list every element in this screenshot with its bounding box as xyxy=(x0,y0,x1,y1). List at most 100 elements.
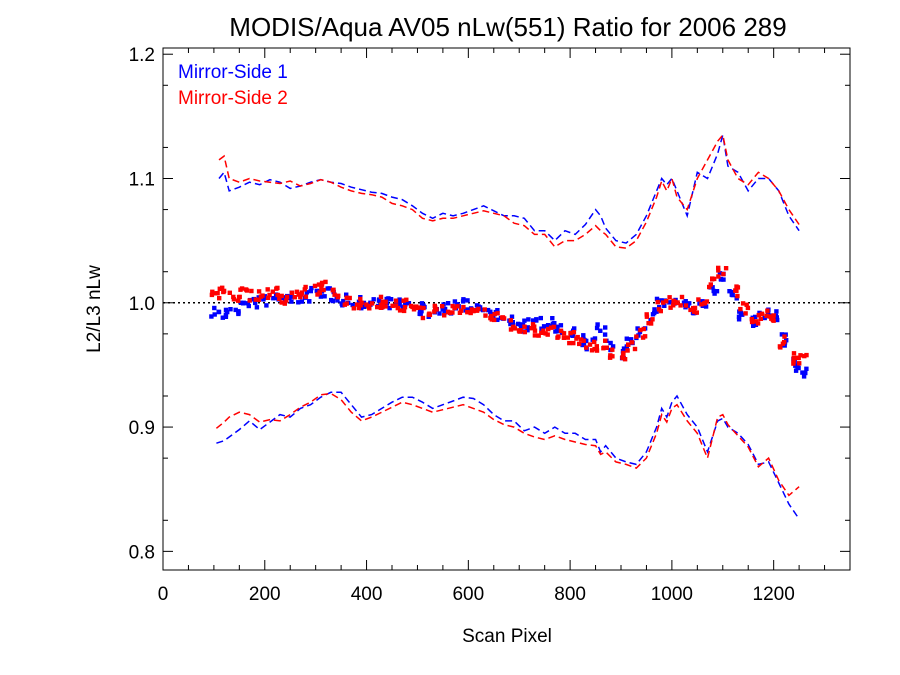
series-2-point xyxy=(247,298,252,303)
series-1-point xyxy=(228,307,233,312)
series-2-point xyxy=(393,303,399,308)
series-2-point xyxy=(702,301,707,306)
series-2-point xyxy=(427,311,432,316)
series-1-point xyxy=(212,305,217,311)
series-2-point xyxy=(767,314,773,319)
series-1-point xyxy=(307,299,312,304)
series-1-point xyxy=(406,301,412,306)
series-1-point xyxy=(762,315,767,321)
series-2-point xyxy=(442,313,447,318)
series-2-point xyxy=(508,318,513,323)
x-tick-label: 1000 xyxy=(651,584,693,605)
series-2-point xyxy=(641,326,646,332)
series-1-point xyxy=(376,298,382,303)
series-1-point xyxy=(289,299,294,304)
series-2-point xyxy=(530,322,536,327)
x-tick-label: 600 xyxy=(452,584,484,605)
series-2-point xyxy=(315,292,320,297)
series-1-point xyxy=(712,291,717,296)
series-2-point xyxy=(778,345,783,350)
series-2-point xyxy=(710,277,715,282)
series-1-point xyxy=(261,297,266,302)
series-2-point xyxy=(492,317,497,323)
series-2-point xyxy=(267,292,272,298)
series-2-point xyxy=(332,292,337,297)
series-2-point xyxy=(217,296,222,301)
series-1-point xyxy=(635,326,640,331)
series-2-point xyxy=(358,303,363,308)
series-2-point xyxy=(279,300,284,305)
series-2-point xyxy=(749,317,754,322)
series-1-point xyxy=(344,292,349,297)
series-1-point xyxy=(236,309,241,314)
legend-entry-mirror-side-1: Mirror-Side 1 xyxy=(178,62,288,83)
series-2-point xyxy=(622,357,628,362)
series-2-point xyxy=(644,312,649,317)
series-2-point xyxy=(733,288,738,293)
series-2-point xyxy=(575,334,580,340)
series-2-point xyxy=(594,344,599,349)
series-2-point xyxy=(244,288,250,293)
series-2-point xyxy=(750,319,756,324)
series-2-point xyxy=(795,355,800,361)
series-2-point xyxy=(716,268,721,273)
series-2-point xyxy=(529,326,534,331)
series-2-point xyxy=(797,361,802,366)
series-2-point xyxy=(356,305,361,311)
series-1-point xyxy=(774,309,779,314)
series-2-point xyxy=(536,333,541,338)
series-1-point xyxy=(584,338,589,344)
series-2-point xyxy=(347,295,352,301)
series-1-point xyxy=(245,301,250,306)
series-1-point xyxy=(555,324,560,329)
series-2-point xyxy=(650,317,655,322)
series-1-point xyxy=(485,307,491,313)
series-2-point xyxy=(383,299,388,304)
series-2-point xyxy=(303,294,309,299)
series-1-point xyxy=(595,322,600,327)
series-1-point xyxy=(253,300,258,306)
series-2-point xyxy=(632,346,638,352)
series-2-point xyxy=(571,340,576,346)
y-tick-label: 1.0 xyxy=(129,294,155,315)
series-1-point xyxy=(271,296,276,301)
series-1-point xyxy=(687,301,692,306)
series-2-point xyxy=(756,312,761,318)
series-1-point xyxy=(264,303,269,308)
series-2-point xyxy=(414,304,419,309)
series-1-point xyxy=(465,307,470,312)
x-tick-label: 1200 xyxy=(753,584,795,605)
series-2-point xyxy=(691,309,697,314)
series-2-point xyxy=(522,329,527,335)
series-2-point xyxy=(378,294,384,300)
series-2-point xyxy=(383,304,388,309)
series-1-point xyxy=(662,303,667,308)
series-1-point xyxy=(654,296,660,302)
series-2-point xyxy=(274,286,279,291)
series-1-point xyxy=(714,289,720,294)
series-2-point xyxy=(253,297,258,302)
series-2-point xyxy=(303,284,308,290)
series-1-point xyxy=(356,299,362,304)
series-1-point xyxy=(736,317,742,322)
series-2-point xyxy=(265,287,270,292)
series-2-point xyxy=(465,310,470,315)
series-2-point xyxy=(375,304,380,310)
series-2-point xyxy=(607,355,613,360)
series-1-point xyxy=(628,337,634,342)
series-2-point xyxy=(258,294,264,299)
series-2-point xyxy=(626,342,631,347)
series-2-point xyxy=(543,331,548,336)
series-1-point xyxy=(654,309,659,314)
series-1-point xyxy=(437,311,442,316)
series-2-point xyxy=(561,331,567,336)
series-1-point xyxy=(531,318,536,323)
series-2-point xyxy=(397,308,403,313)
series-1-point xyxy=(341,298,346,304)
series-1-point xyxy=(555,328,560,334)
series-2-point xyxy=(601,345,607,350)
series-2-point xyxy=(744,302,749,307)
series-2-point xyxy=(275,292,280,298)
series-1-point xyxy=(718,277,724,282)
series-1-point xyxy=(730,292,735,298)
